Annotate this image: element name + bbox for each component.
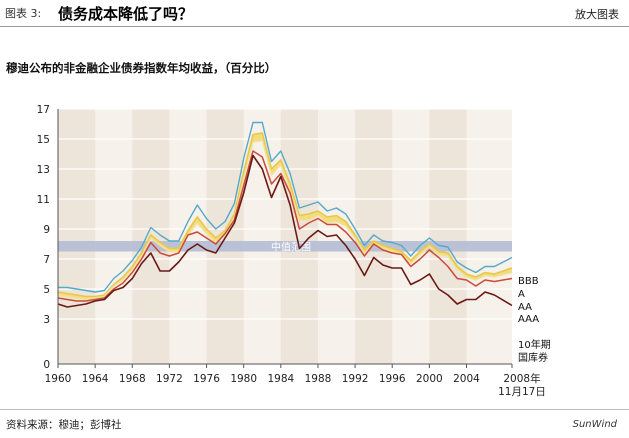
y-tick-label: 15	[37, 134, 50, 146]
enlarge-chart-link[interactable]: 放大图表	[575, 8, 619, 21]
figure-label: 图表 3:	[5, 7, 42, 20]
x-tick-label: 1984	[267, 373, 294, 385]
median-band-rect	[58, 241, 512, 252]
x-tick-label: 2004	[453, 373, 480, 385]
chart-series	[57, 121, 513, 308]
x-end-label: 2008年	[503, 372, 540, 385]
median-band: 中值范围	[58, 240, 512, 253]
figure-title: 债务成本降低了吗？	[58, 5, 194, 23]
column-shade	[429, 109, 467, 364]
legend-label: BBB	[518, 276, 539, 287]
series-line-0	[58, 121, 513, 293]
y-tick-label: 13	[37, 164, 50, 176]
x-tick-label: 1964	[82, 373, 109, 385]
footer-divider	[0, 409, 629, 410]
y-tick-label: 11	[37, 194, 50, 206]
header-bar: 图表 3: 债务成本降低了吗？ 放大图表	[0, 0, 629, 30]
legend-label: A	[518, 289, 525, 300]
x-tick-label: 1988	[305, 373, 332, 385]
y-tick-label: 7	[43, 254, 50, 266]
column-shade	[58, 109, 96, 364]
legend-label: AAA	[518, 314, 539, 325]
series-line-3	[57, 150, 513, 302]
source-note: 资料来源：穆迪；彭博社	[6, 419, 122, 431]
column-shade	[355, 109, 393, 364]
series-line-4	[57, 154, 513, 308]
y-tick-label: 0	[43, 359, 50, 371]
x-tick-label: 1972	[156, 373, 183, 385]
chart-axes: 0 3 5 7 9 11 13 15 17 1960 1964 1968 1972 1976 1980 198…	[37, 104, 546, 398]
chart-title: 穆迪公布的非金融企业债券指数年均收益，（百分比）	[6, 61, 277, 75]
x-tick-label: 1980	[230, 373, 257, 385]
x-tick-label: 2000	[416, 373, 443, 385]
x-tick-label: 1976	[193, 373, 220, 385]
header-divider	[0, 26, 629, 27]
y-tick-label: 3	[43, 314, 50, 326]
x-tick-label: 1992	[342, 373, 369, 385]
y-tick-label: 9	[43, 224, 50, 236]
x-tick-label: 1968	[119, 373, 146, 385]
series-line-1	[57, 132, 513, 298]
legend-label: AA	[518, 302, 532, 313]
x-tick-label: 1996	[379, 373, 406, 385]
y-tick-label: 17	[37, 104, 50, 116]
watermark-logo: SunWind	[572, 419, 617, 430]
y-tick-label: 5	[43, 284, 50, 296]
column-shade	[280, 109, 318, 364]
chart-background	[58, 109, 512, 364]
legend-label: 10年期	[518, 338, 551, 351]
series-line-2	[57, 139, 513, 301]
x-tick-label: 1960	[45, 373, 72, 385]
legend-label: 国库券	[518, 351, 548, 364]
x-end-label: 11月17日	[498, 386, 546, 398]
median-band-label: 中值范围	[271, 240, 311, 253]
